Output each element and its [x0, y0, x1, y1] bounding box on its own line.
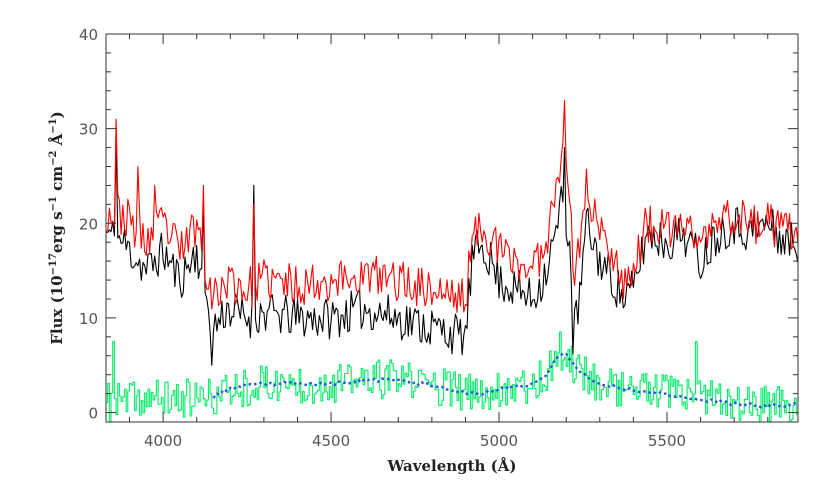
- y-tick-label: 40: [79, 26, 98, 44]
- x-tick-label: 4500: [312, 432, 350, 450]
- x-tick-label: 4000: [144, 432, 182, 450]
- ticks-layer: 4000 4500 5000 5500 0 10 20 30 40: [79, 26, 798, 450]
- plot-frame: [105, 33, 799, 423]
- y-tick-label: 20: [79, 215, 98, 233]
- y-tick-label: 30: [79, 121, 98, 139]
- series-blue-line: [212, 352, 798, 409]
- y-axis-title: Flux (10−17erg s−1 cm−2 Å−1): [48, 111, 66, 345]
- series-layer: [106, 99, 798, 422]
- y-tick-label: 10: [79, 310, 98, 328]
- x-tick-label: 5000: [480, 432, 518, 450]
- series-red-line: [106, 99, 798, 313]
- x-tick-label: 5500: [648, 432, 686, 450]
- series-black-line: [106, 137, 798, 366]
- y-tick-label: 0: [88, 405, 98, 423]
- x-axis-title: Wavelength (Å): [386, 457, 516, 475]
- series-green-line: [106, 331, 798, 422]
